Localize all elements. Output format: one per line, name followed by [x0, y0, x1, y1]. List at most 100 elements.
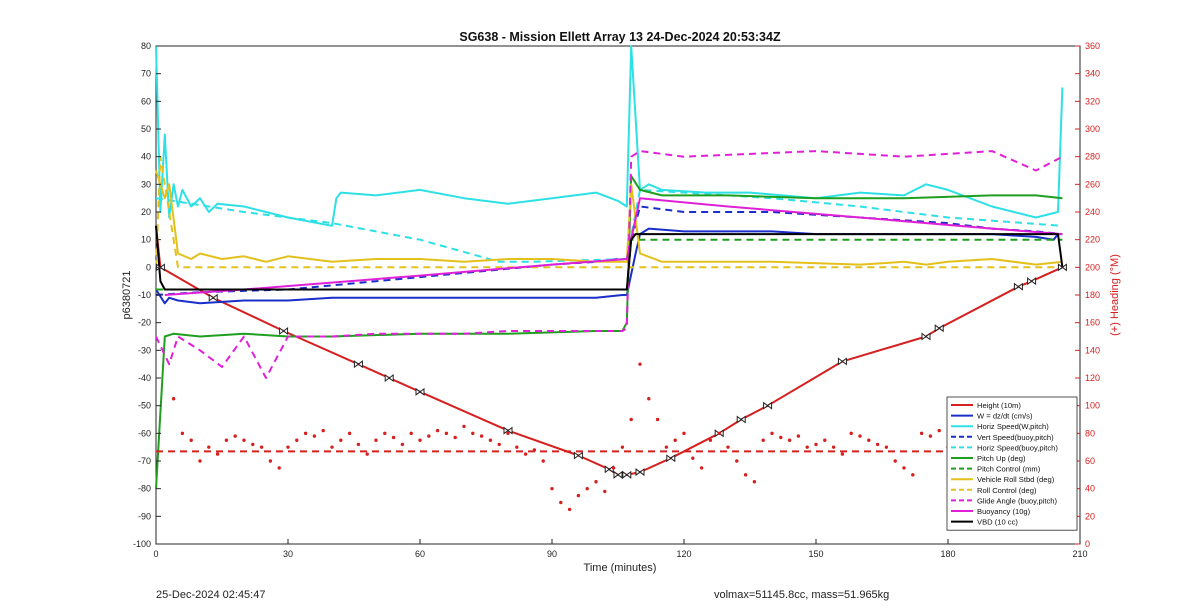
heading-point — [743, 473, 748, 477]
heading-point — [462, 424, 466, 429]
heading-point — [365, 452, 369, 456]
y-axis-label: p6380721 — [121, 271, 133, 320]
height-marker — [279, 326, 289, 335]
heading-point — [541, 459, 545, 463]
y-right-tick-label: 0 — [1085, 539, 1090, 549]
series-line-10 — [164, 197, 1063, 296]
heading-point — [295, 438, 299, 442]
y-right-tick-label: 60 — [1085, 456, 1095, 466]
heading-point — [647, 397, 651, 401]
heading-point — [180, 431, 185, 436]
footer-timestamp: 25-Dec-2024 02:45:47 — [156, 589, 266, 601]
chart-title: SG638 - Mission Ellett Array 13 24-Dec-2… — [459, 30, 781, 44]
heading-point — [884, 445, 889, 449]
legend-label: Horiz Speed(buoy,pitch) — [977, 443, 1058, 452]
heading-point — [435, 428, 440, 433]
y-right-tick-label: 360 — [1085, 41, 1100, 51]
heading-point — [638, 362, 642, 366]
heading-point — [550, 486, 554, 491]
heading-point — [207, 445, 211, 449]
series-line-7 — [155, 170, 1063, 266]
series-line-3 — [155, 205, 1063, 296]
series-line-9 — [155, 150, 1063, 379]
height-marker — [503, 426, 513, 435]
series-line-0 — [155, 225, 1063, 476]
y-right-tick-label: 140 — [1085, 345, 1100, 355]
heading-point — [171, 397, 176, 401]
y-tick-label: 40 — [141, 152, 151, 162]
axes-layer: 0 30 60 90 120 150 180 21080706050403020100-10-… — [133, 41, 1100, 559]
y-axis-label-right: (+) Heading (°M) — [1109, 254, 1121, 336]
heading-point — [787, 438, 792, 442]
heading-point — [312, 434, 317, 438]
heading-point — [523, 452, 528, 456]
y-tick-label: -70 — [138, 456, 151, 466]
heading-point — [286, 445, 290, 449]
heading-point — [928, 434, 933, 438]
heading-point — [831, 445, 836, 449]
height-marker — [384, 374, 394, 382]
heading-point — [277, 466, 281, 470]
y-tick-label: 50 — [141, 124, 151, 134]
y-tick-label: 20 — [141, 207, 151, 217]
heading-point — [603, 489, 607, 494]
y-tick-label: -90 — [138, 511, 151, 521]
y-tick-label: -20 — [138, 318, 151, 328]
legend-label: Vehicle Roll Stbd (deg) — [977, 475, 1055, 484]
y-tick-label: 80 — [141, 41, 151, 51]
heading-point — [189, 438, 193, 442]
heading-point — [594, 480, 598, 484]
heading-point — [567, 507, 572, 512]
y-tick-label: -80 — [138, 484, 151, 494]
x-tick-label: 210 — [1072, 549, 1087, 559]
height-marker — [155, 263, 165, 272]
heading-point — [198, 459, 202, 463]
y-tick-label: -50 — [138, 401, 151, 411]
heading-point — [629, 417, 633, 422]
heading-point — [673, 438, 677, 442]
height-marker — [1027, 277, 1037, 286]
height-marker — [934, 324, 944, 333]
heading-point — [655, 417, 660, 422]
height-marker — [573, 451, 583, 460]
heading-point — [391, 435, 396, 440]
x-tick-label: 90 — [547, 549, 557, 559]
height-marker — [604, 465, 614, 474]
y-tick-label: 30 — [141, 179, 151, 189]
series-line-4 — [155, 188, 1063, 263]
heading-point — [321, 428, 325, 433]
height-marker — [622, 470, 632, 479]
y-right-tick-label: 260 — [1085, 179, 1100, 189]
height-marker — [208, 293, 218, 302]
heading-point — [356, 442, 361, 447]
y-tick-label: -60 — [138, 428, 151, 438]
x-tick-label: 30 — [283, 549, 293, 559]
y-right-tick-label: 220 — [1085, 235, 1100, 245]
y-right-tick-label: 200 — [1085, 262, 1100, 272]
series-line-11 — [155, 225, 1064, 291]
y-right-tick-label: 300 — [1085, 124, 1100, 134]
legend-label: Roll Control (deg) — [977, 486, 1037, 495]
height-marker — [613, 470, 623, 479]
heading-point — [919, 431, 924, 436]
heading-point — [796, 434, 801, 438]
heading-point — [911, 473, 915, 477]
y-right-tick-label: 100 — [1085, 401, 1100, 411]
heading-point — [418, 438, 422, 442]
heading-point — [427, 434, 431, 438]
heading-point — [735, 459, 739, 463]
y-tick-label: -10 — [138, 290, 151, 300]
heading-point — [611, 466, 616, 470]
y-right-tick-label: 120 — [1085, 373, 1100, 383]
y-tick-label: 0 — [146, 262, 151, 272]
heading-point — [479, 434, 484, 438]
heading-point — [224, 438, 229, 442]
heading-point — [717, 431, 721, 436]
x-tick-label: 150 — [808, 549, 823, 559]
heading-point — [779, 435, 783, 440]
heading-point — [506, 431, 510, 436]
heading-point — [805, 445, 809, 449]
heading-point — [823, 438, 827, 442]
y-tick-label: -40 — [138, 373, 151, 383]
